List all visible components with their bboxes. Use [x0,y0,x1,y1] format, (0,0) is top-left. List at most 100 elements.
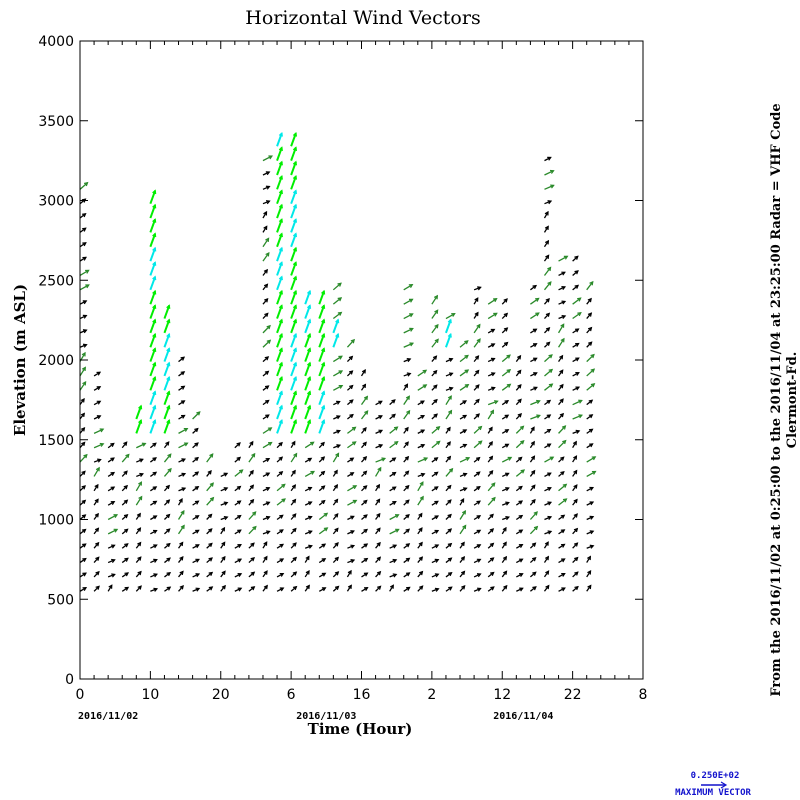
wind-vector-head [250,571,256,576]
wind-vector-head [208,557,213,562]
wind-vector-head [292,556,298,562]
wind-vector-head [462,524,467,530]
wind-vector-head [338,355,343,360]
wind-vector-head [589,501,595,506]
wind-vector-head [321,332,326,338]
wind-vector-head [423,457,429,462]
wind-vector [135,405,143,420]
wind-vector-head [560,470,565,476]
wind-vector-head [404,455,410,461]
wind-vector-head [348,355,354,361]
wind-vector-head [208,542,213,547]
wind-vector-head [547,156,552,161]
wind-vector-head [491,482,496,487]
wind-vector [445,313,455,320]
wind-vector-head [462,429,468,434]
wind-vector-head [292,304,298,309]
wind-vector-head [266,324,271,330]
y-tick-label: 3000 [38,194,74,210]
wind-vector-head [110,457,115,462]
wind-vector-head [363,557,369,562]
y-tick-label: 4000 [38,34,74,50]
wind-vector-head [166,375,171,381]
wind-vector-head [292,261,298,266]
wind-vector-head [85,269,90,274]
wind-vector [163,333,171,348]
wind-vector-head [376,498,381,503]
wind-vector-head [517,369,522,374]
wind-vector-head [547,530,553,535]
wind-vector-head [588,414,594,419]
wind-vector [121,454,130,463]
wind-vector-head [476,573,482,578]
wind-vector-head [180,385,186,390]
wind-vector [318,348,326,362]
wind-vector-head [111,573,116,578]
wind-vector-head [208,513,213,518]
wind-vector-head [518,529,524,534]
wind-vector [417,457,428,463]
wind-vector [149,376,157,391]
wind-vector-head [363,528,368,533]
wind-vector-head [544,225,549,230]
wind-vector-head [111,558,116,563]
wind-vector [544,170,554,176]
wind-vector-head [493,312,498,317]
wind-vector-head [278,289,283,295]
wind-vector-head [544,555,550,561]
wind-vector-head [433,369,438,375]
wind-vector-head [279,514,284,519]
wind-vector [557,323,565,334]
wind-vector [586,456,596,463]
wind-vector-head [152,318,157,324]
x-tick-label: 12 [493,687,511,703]
wind-vector [149,233,157,248]
wind-vector-head [490,586,495,591]
wind-vector-head [292,527,297,533]
wind-vector-head [263,283,269,288]
date-label: 2016/11/03 [296,711,356,722]
wind-vector-head [476,544,482,549]
wind-vector-head [307,486,313,491]
wind-vector [417,369,427,377]
wind-vector-head [152,419,157,424]
y-tick-label: 2500 [38,273,74,289]
wind-vector [93,467,100,477]
wind-vector-head [138,481,142,486]
wind-vector-head [559,398,564,403]
wind-vector-head [435,426,441,431]
wind-vector-head [563,255,569,260]
wind-vector [544,184,554,190]
wind-vector [262,325,271,334]
wind-vector-head [180,524,185,530]
wind-vector [389,514,399,521]
wind-vector-head [422,369,428,374]
wind-vector-head [476,338,481,343]
wind-vector-head [394,440,399,446]
wind-vector-head [268,155,273,160]
wind-vector [318,419,326,434]
wind-vector-head [82,300,88,305]
wind-vector-head [432,355,438,360]
wind-vector-head [335,318,340,324]
wind-vector-head [464,354,469,359]
wind-vector [318,319,326,334]
wind-vector-head [477,587,482,592]
wind-vector-head [506,383,512,388]
wind-vector-head [292,131,298,137]
wind-vector [163,453,172,463]
wind-vector-head [82,343,88,348]
wind-vector [276,261,283,276]
wind-vector-head [166,318,171,324]
wind-vector-head [488,426,493,432]
wind-vector-head [405,513,410,519]
wind-vector [332,297,342,305]
wind-vector-head [547,486,552,491]
wind-vector-head [152,390,157,396]
wind-vector [487,312,498,320]
wind-vector-head [293,452,298,458]
wind-vector-head [436,440,441,445]
wind-vector-head [464,369,470,374]
wind-vector-head [589,544,595,549]
